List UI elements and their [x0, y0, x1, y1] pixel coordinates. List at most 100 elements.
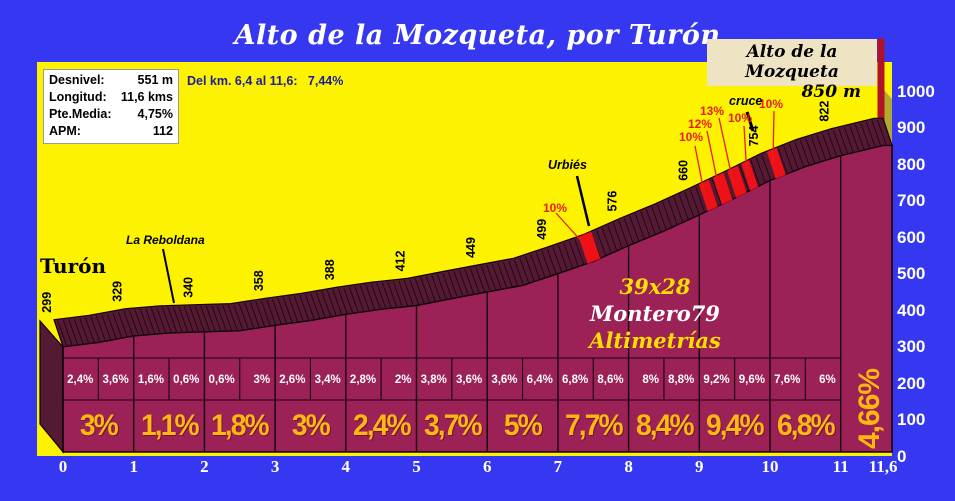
hatch-line	[865, 121, 876, 147]
x-axis-label: 11,6	[868, 457, 898, 476]
hatch-line	[381, 282, 392, 308]
hatch-line	[134, 309, 145, 335]
halfkm-gradient-cell: 3,6%	[455, 374, 483, 386]
hatch-line	[458, 269, 469, 295]
hatch-line	[849, 125, 860, 151]
hatch-line	[282, 297, 293, 323]
hatch-line	[876, 119, 887, 145]
hatch-line	[425, 276, 436, 302]
stat-label: Longitud:	[49, 90, 107, 104]
km-gradient-cell: 2,4%	[352, 409, 412, 442]
y-axis-label: 800	[897, 154, 926, 174]
hatch-line	[161, 307, 172, 333]
hatch-line	[777, 148, 788, 174]
steep-section	[727, 165, 747, 198]
hatch-line	[255, 301, 266, 327]
hatch-line	[629, 215, 640, 241]
hatch-line	[838, 128, 849, 154]
steep-gradient-label: 10%	[543, 201, 568, 215]
hatch-line	[315, 292, 326, 318]
watermark-line: Montero79	[590, 301, 720, 326]
hatch-line	[343, 287, 354, 313]
hatch-line	[293, 295, 304, 321]
hatch-line	[392, 281, 403, 307]
hatch-line	[260, 300, 271, 326]
hatch-line	[310, 293, 321, 319]
x-axis-label: 4	[341, 457, 351, 476]
hatch-line	[123, 310, 134, 336]
hatch-line	[557, 244, 568, 270]
hatch-line	[321, 291, 332, 317]
hatch-line	[783, 146, 794, 172]
hatch-line	[354, 286, 365, 312]
hatch-line	[84, 317, 95, 343]
x-axis-label: 7	[553, 457, 563, 476]
hatch-line	[277, 298, 288, 324]
x-axis-label: 0	[58, 457, 68, 476]
hatch-line	[299, 295, 310, 321]
hatch-line	[95, 315, 106, 341]
km-gradient-cell: 7,7%	[564, 409, 624, 442]
km-gradient-cell: 8,4%	[635, 409, 695, 442]
hatch-line	[139, 308, 150, 334]
hatch-line	[601, 227, 612, 253]
hatch-line	[645, 209, 656, 235]
climb-stats-box: Desnivel: 551 m Longitud: 11,6 kms Pte.M…	[43, 69, 179, 144]
steep-gradient-label: 10%	[759, 97, 784, 111]
x-axis-label: 9	[695, 457, 704, 476]
halfkm-gradient-cell: 7,6%	[774, 374, 801, 386]
hatch-line	[211, 305, 222, 331]
steep-section	[766, 147, 786, 179]
hatch-line	[673, 196, 684, 222]
hatch-line	[563, 243, 574, 269]
y-axis-label: 1000	[897, 81, 935, 101]
hatch-line	[365, 284, 376, 310]
place-pointer-line	[745, 111, 755, 132]
hatch-line	[233, 304, 244, 330]
halfkm-gradient-cell: 2,4%	[67, 374, 94, 386]
halfkm-gradient-cell: 6%	[819, 374, 836, 386]
km-gradient-cell: 9,4%	[706, 409, 765, 442]
hatch-line	[178, 306, 189, 332]
hatch-line	[117, 311, 128, 337]
km-gradient-cell: 6,8%	[776, 409, 836, 442]
km-gradient-cell: 3%	[79, 409, 119, 442]
x-axis-label: 2	[200, 457, 209, 476]
hatch-line	[464, 268, 475, 294]
hatch-line	[370, 283, 381, 309]
hatch-line	[535, 252, 546, 278]
hatch-line	[101, 314, 112, 340]
hatch-line	[618, 220, 629, 246]
hatch-line	[805, 138, 816, 164]
hatch-line	[799, 139, 810, 165]
hatch-line	[475, 266, 486, 292]
steep-gradient-label: 10%	[728, 111, 753, 125]
halfkm-gradient-cell: 6,4%	[526, 374, 553, 386]
stat-row: Longitud: 11,6 kms	[49, 89, 173, 106]
hatch-line	[497, 262, 508, 288]
hatch-line	[491, 263, 502, 289]
hatch-line	[436, 274, 447, 300]
hatch-line	[447, 271, 458, 297]
watermark-line: Altimetrías	[589, 328, 721, 353]
hatch-line	[750, 160, 761, 186]
hatch-line	[486, 264, 497, 290]
hatch-line	[821, 133, 832, 159]
steep-gradient-label: 10%	[679, 130, 704, 144]
halfkm-gradient-cell: 6,8%	[562, 374, 589, 386]
x-axis-label: 8	[624, 457, 633, 476]
hatch-line	[431, 275, 442, 301]
x-axis-label: 3	[270, 457, 280, 476]
x-axis-label: 10	[761, 457, 779, 476]
steep-section	[741, 160, 758, 191]
halfkm-gradient-cell: 3,6%	[491, 374, 518, 386]
y-axis-label: 600	[897, 227, 926, 247]
hatch-line	[79, 317, 90, 343]
km-gradient-cell: 3,7%	[423, 409, 482, 442]
halfkm-gradient-cell: 8,8%	[668, 374, 695, 386]
watermark-line: 39x28	[619, 274, 691, 299]
halfkm-gradient-cell: 3,4%	[314, 374, 341, 386]
hatch-line	[513, 259, 524, 285]
hatch-line	[854, 124, 865, 150]
